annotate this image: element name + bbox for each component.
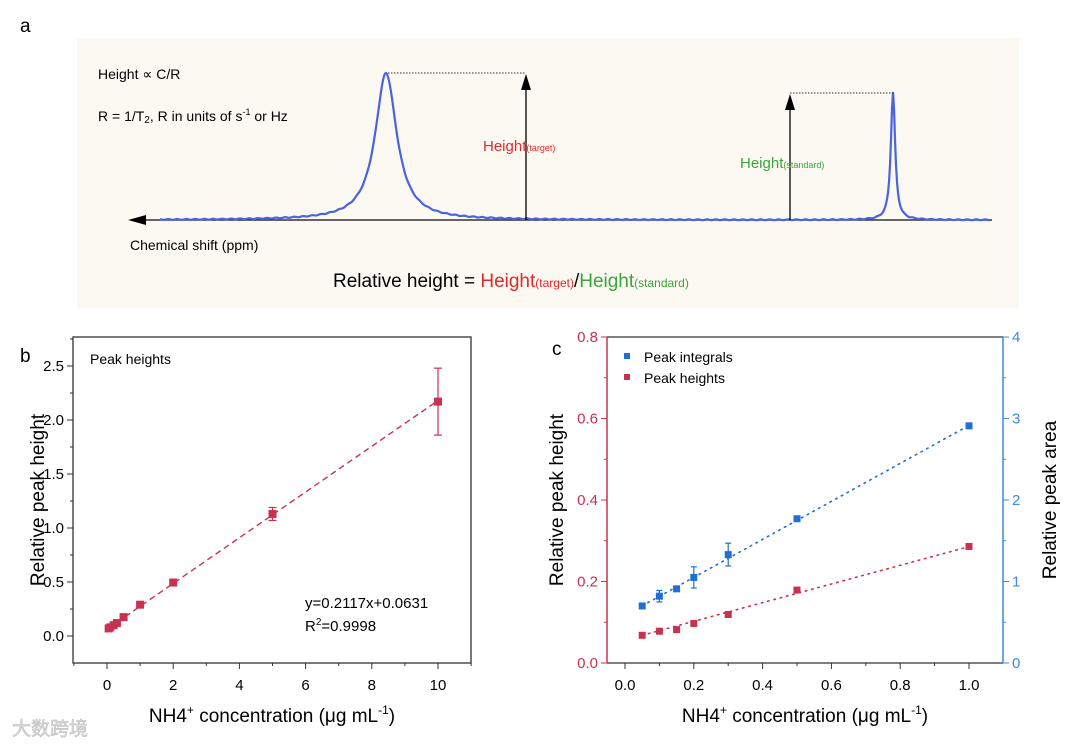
- y-tick-label: 0.8: [577, 329, 598, 346]
- panel-b-fit-equation: y=0.2117x+0.0631: [305, 595, 428, 612]
- peak-integrals-data-point: [690, 573, 698, 581]
- legend-label-peak-heights: Peak heights: [644, 370, 725, 386]
- peak-heights-data-point: [638, 631, 646, 639]
- x-tick-label: 1.0: [959, 677, 980, 694]
- peak-heights-data-point: [655, 627, 663, 635]
- height-proportionality: Height ∝ C/R: [98, 66, 180, 82]
- y2-tick-label: 2: [1012, 492, 1020, 509]
- x-tick-label: 6: [301, 677, 309, 694]
- watermark: 大数跨境: [12, 718, 88, 740]
- y2-tick-label: 4: [1012, 329, 1020, 346]
- legend-label-peak-integrals: Peak integrals: [644, 349, 733, 365]
- y-tick-label: 1.5: [43, 466, 64, 483]
- peak-heights-data-point: [673, 626, 681, 634]
- target-arrowhead: [521, 74, 531, 90]
- peak-heights-data-point: [793, 586, 801, 594]
- x-tick-label: 0.2: [683, 677, 704, 694]
- data-point: [434, 397, 442, 406]
- y-tick-label: 0.0: [43, 628, 64, 645]
- peak-heights-fit-line: [641, 545, 970, 637]
- y-tick-label: 0.0: [577, 655, 598, 672]
- y2-tick-label: 3: [1012, 411, 1020, 428]
- peak-integrals-data-point: [638, 602, 646, 610]
- peak-integrals-data-point: [655, 592, 663, 600]
- legend-marker-peak-integrals: [624, 353, 630, 359]
- panel-c-y2-axis-title: Relative peak area: [1040, 420, 1061, 579]
- peak-integrals-data-point: [724, 551, 732, 559]
- panel-a-letter: a: [20, 16, 31, 37]
- panel-c-chart: c Peak integrals Peak heights Relative p…: [547, 329, 1061, 727]
- data-point: [268, 509, 277, 518]
- x-tick-label: 0.6: [821, 677, 842, 694]
- axis-arrowhead: [128, 215, 146, 225]
- panel-c-letter: c: [552, 339, 562, 360]
- target-height-label: Height(target): [483, 138, 555, 155]
- x-tick-label: 8: [368, 677, 376, 694]
- peak-heights-data-point: [690, 619, 698, 627]
- x-tick-label: 0.8: [890, 677, 911, 694]
- y-tick-label: 0.5: [43, 574, 64, 591]
- panel-c-y-axis-title: Relative peak height: [547, 413, 568, 586]
- panel-b-plot-frame: [72, 336, 472, 664]
- panel-b-x-axis-title: NH4+ concentration (μg mL-1): [149, 703, 395, 727]
- y-tick-label: 2.0: [43, 412, 64, 429]
- panel-b-legend-text: Peak heights: [90, 351, 171, 367]
- peak-integrals-data-point: [673, 585, 681, 593]
- data-point: [119, 613, 128, 622]
- y-tick-label: 0.2: [577, 574, 598, 591]
- x-tick-label: 0.0: [615, 677, 636, 694]
- panel-c-x-axis-title: NH4+ concentration (μg mL-1): [682, 703, 928, 727]
- x-tick-label: 0.4: [752, 677, 773, 694]
- peak-integrals-data-point: [793, 515, 801, 523]
- nmr-spectrum-line: [159, 71, 991, 222]
- y2-tick-label: 0: [1012, 655, 1020, 672]
- data-point: [169, 578, 178, 587]
- y-tick-label: 1.0: [43, 520, 64, 537]
- data-point: [112, 619, 121, 628]
- y-tick-label: 0.6: [577, 411, 598, 428]
- y-tick-label: 2.5: [43, 358, 64, 375]
- x-tick-label: 0: [103, 677, 111, 694]
- peak-integrals-data-point: [965, 422, 973, 430]
- peak-heights-data-point: [724, 611, 732, 619]
- y-tick-label: 0.4: [577, 492, 598, 509]
- relaxation-definition: R = 1/T2, R in units of s-1 or Hz: [98, 107, 288, 126]
- standard-height-label: Height(standard): [740, 155, 824, 172]
- panel-b-chart: b Peak heights y=0.2117x+0.0631 R2=0.999…: [20, 336, 472, 727]
- x-tick-label: 10: [430, 677, 447, 694]
- legend-marker-peak-heights: [624, 374, 630, 380]
- data-point: [136, 600, 145, 609]
- panel-b-y-axis-title: Relative peak height: [28, 413, 49, 586]
- y2-tick-label: 1: [1012, 574, 1020, 591]
- standard-arrowhead: [785, 94, 795, 110]
- relative-height-equation: Relative height = Height(target)/Height(…: [333, 271, 689, 292]
- x-tick-label: 4: [235, 677, 243, 694]
- x-tick-label: 2: [169, 677, 177, 694]
- panel-b-r-squared: R2=0.9998: [305, 617, 376, 635]
- panel-b-letter: b: [20, 346, 31, 367]
- peak-heights-data-point: [965, 542, 973, 550]
- chemical-shift-label: Chemical shift (ppm): [130, 237, 258, 253]
- panel-a-background: [77, 38, 1019, 308]
- panel-a: a Height ∝ C/R R = 1/T2, R in units of s…: [20, 16, 1019, 308]
